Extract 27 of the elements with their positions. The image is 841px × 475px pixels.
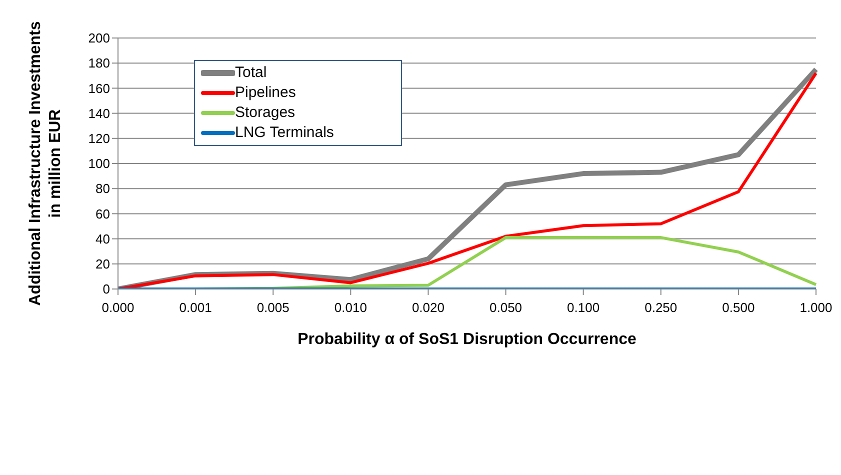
x-tick-label: 0.100 <box>567 300 600 316</box>
y-tick-label: 160 <box>88 80 110 96</box>
legend-label: Total <box>235 63 267 83</box>
x-tick-label: 0.000 <box>102 300 134 316</box>
y-tick-label: 180 <box>88 56 110 71</box>
y-tick-label: 0 <box>102 282 110 297</box>
y-tick-label: 200 <box>88 30 110 46</box>
legend-label: Pipelines <box>235 83 296 103</box>
x-tick-label: 1.000 <box>800 300 832 316</box>
y-tick-label: 80 <box>96 181 110 196</box>
legend-label: LNG Terminals <box>235 123 334 143</box>
x-tick-label: 0.001 <box>179 300 212 316</box>
x-tick-label: 0.250 <box>644 300 678 316</box>
y-tick-label: 140 <box>88 106 110 121</box>
legend-label: Storages <box>235 103 296 123</box>
y-tick-label: 20 <box>96 256 110 272</box>
x-tick-label: 0.010 <box>334 300 367 316</box>
y-tick-label: 40 <box>96 231 110 246</box>
x-tick-label: 0.050 <box>490 300 522 316</box>
x-tick-label: 0.500 <box>722 300 755 316</box>
y-tick-label: 120 <box>88 131 110 146</box>
y-axis-title: Additional Infrastructure Investments in million EUR <box>27 21 64 306</box>
x-axis-title: Probability α of SoS1 Disruption Occurrence <box>298 331 636 348</box>
y-tick-label: 100 <box>88 156 110 172</box>
y-tick-label: 60 <box>96 206 110 222</box>
x-tick-label: 0.020 <box>412 300 444 316</box>
x-tick-label: 0.005 <box>256 300 290 316</box>
